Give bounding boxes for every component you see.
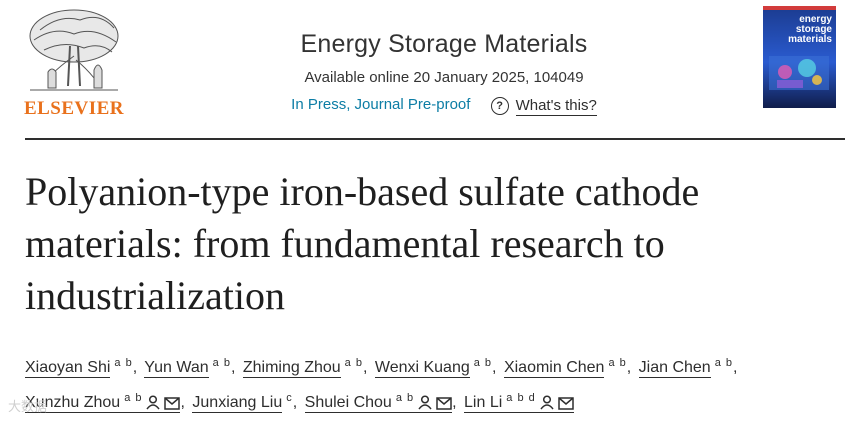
watermark-text: 大数据	[8, 399, 48, 414]
elsevier-tree-icon	[29, 9, 119, 91]
author-affiliation: a b	[714, 357, 733, 369]
availability-date: Available online 20 January 2025, 104049	[304, 69, 584, 86]
author-affiliation: a b	[395, 392, 415, 404]
author-5: Jian Chen a b	[638, 357, 733, 378]
cover-image	[763, 6, 836, 108]
author-affiliation: a b	[212, 357, 231, 369]
author-6: Xunzhu Zhou a b	[25, 392, 181, 413]
journal-cover[interactable]: energy storage materials	[763, 6, 836, 108]
author-name[interactable]: Xiaoyan Shi	[25, 359, 111, 378]
envelope-icon	[164, 397, 181, 410]
author-9: Lin Li a b d	[464, 392, 574, 413]
author-list: Xiaoyan Shi a b, Yun Wan a b, Zhiming Zhou…	[25, 357, 738, 413]
watermark: 大数据	[8, 396, 47, 415]
question-circle-icon: ?	[490, 97, 509, 115]
author-affiliation: a b	[124, 392, 143, 404]
elsevier-logo[interactable]: ELSEVIER	[20, 6, 128, 120]
author-name[interactable]: Junxiang Liu	[192, 394, 283, 413]
author-name[interactable]: Yun Wan	[144, 359, 209, 378]
elsevier-wordmark: ELSEVIER	[23, 98, 125, 119]
journal-title[interactable]: Energy Storage Materials	[300, 30, 588, 58]
author-name-text: Xunzhu Zhou	[25, 394, 121, 411]
person-icon	[146, 395, 161, 410]
author-0: Xiaoyan Shi a b	[25, 357, 133, 378]
status-row: In Press, Journal Pre-proof ? What's thi…	[244, 96, 644, 116]
author-name[interactable]: Jian Chen	[638, 359, 711, 378]
author-1: Yun Wan a b	[144, 357, 231, 378]
article-title: Polyanion-type iron-based sulfate cathod…	[25, 169, 700, 318]
author-affiliation: a b	[473, 357, 493, 369]
author-8: Shulei Chou a b	[304, 392, 453, 413]
author-name-text: Shulei Chou	[304, 394, 392, 411]
in-press-link[interactable]: In Press, Journal Pre-proof	[291, 96, 471, 113]
envelope-icon	[557, 397, 574, 410]
author-affiliation: a b	[608, 357, 627, 369]
author-name[interactable]: Shulei Chou a b	[304, 392, 453, 413]
author-name[interactable]: Zhiming Zhou	[242, 359, 341, 378]
author-name[interactable]: Wenxi Kuang	[374, 359, 470, 378]
envelope-icon	[436, 397, 452, 410]
author-affiliation: a b	[344, 357, 363, 369]
author-name[interactable]: Xunzhu Zhou a b	[25, 392, 181, 413]
whats-this-button[interactable]: ? What's this?	[490, 96, 597, 116]
person-icon	[418, 395, 432, 410]
person-icon	[540, 395, 554, 410]
author-3: Wenxi Kuang a b	[374, 357, 493, 378]
author-name-text: Lin Li	[464, 394, 503, 411]
author-affiliation: a b d	[506, 392, 536, 404]
header-divider	[25, 138, 845, 140]
cover-title: energy storage materials	[788, 14, 832, 45]
author-2: Zhiming Zhou a b	[242, 357, 363, 378]
journal-header: Energy Storage Materials Available onlin…	[244, 30, 644, 116]
author-name[interactable]: Lin Li a b d	[464, 392, 574, 413]
author-affiliation: a b	[114, 357, 133, 369]
author-7: Junxiang Liu c	[192, 392, 293, 413]
author-name[interactable]: Xiaomin Chen	[503, 359, 605, 378]
author-affiliation: c	[286, 392, 293, 404]
author-4: Xiaomin Chen a b	[503, 357, 627, 378]
whats-this-label: What's this?	[515, 96, 597, 116]
